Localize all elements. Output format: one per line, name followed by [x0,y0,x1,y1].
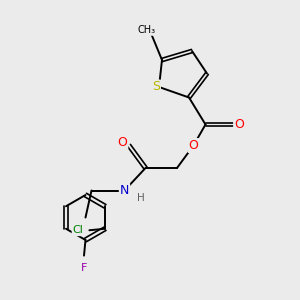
Text: CH₃: CH₃ [138,25,156,35]
Text: S: S [152,80,160,94]
Text: O: O [118,136,127,149]
Text: F: F [81,262,87,273]
Text: H: H [137,193,145,203]
Text: O: O [234,118,244,131]
Text: N: N [120,184,129,197]
Text: O: O [189,139,198,152]
Text: Cl: Cl [73,225,83,235]
